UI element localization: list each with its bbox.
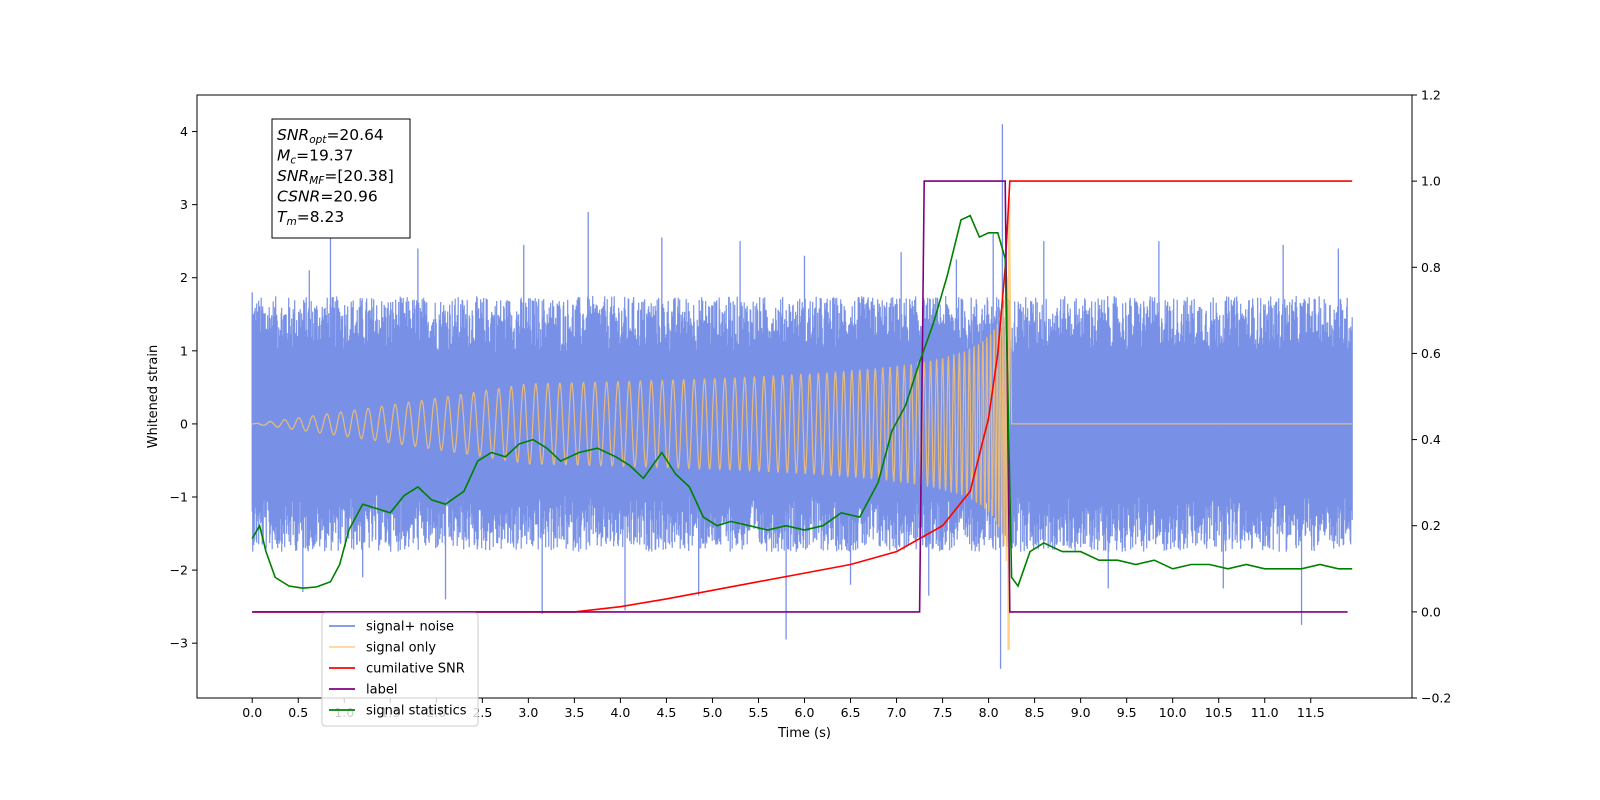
- x-axis-label: Time (s): [777, 726, 831, 741]
- x-tick-label: 11.0: [1251, 705, 1279, 720]
- legend-label: cumilative SNR: [366, 662, 465, 677]
- annotation-line: Mc=19.37: [277, 147, 354, 167]
- x-tick-label: 9.5: [1117, 705, 1137, 720]
- x-tick-label: 10.5: [1205, 705, 1233, 720]
- annotation-line: SNRopt=20.64: [277, 126, 384, 146]
- legend-frame: [321, 612, 479, 727]
- y-tick-label-left: 2: [180, 270, 188, 285]
- y-tick-label-right: 0.6: [1421, 346, 1441, 361]
- legend-label: signal statistics: [366, 704, 467, 719]
- x-tick-label: 7.5: [933, 705, 953, 720]
- y-tick-label-right: 0.4: [1421, 432, 1441, 447]
- legend-label: signal only: [366, 641, 436, 656]
- x-tick-label: 6.0: [795, 705, 815, 720]
- x-tick-label: 5.0: [703, 705, 723, 720]
- y-tick-label-right: 1.0: [1421, 174, 1441, 189]
- legend: signal+ noise signal only cumilative SNR la…: [321, 612, 479, 727]
- x-tick-label: 8.5: [1025, 705, 1045, 720]
- stats-annotation-box: SNRopt=20.64Mc=19.37SNRMF=[20.38]CSNR=20…: [271, 118, 411, 239]
- x-tick-label: 4.0: [610, 705, 630, 720]
- x-tick-label: 0.0: [242, 705, 262, 720]
- x-tick-label: 7.0: [887, 705, 907, 720]
- y-tick-label-right: 0.0: [1421, 604, 1441, 619]
- annotation-line: CSNR=20.96: [277, 188, 378, 206]
- series-label: [252, 180, 1348, 613]
- legend-label: label: [366, 683, 397, 698]
- x-tick-label: 11.5: [1297, 705, 1325, 720]
- y-tick-label-right: 0.2: [1421, 518, 1441, 533]
- annotation-frame: [271, 118, 411, 239]
- y-tick-label-left: 1: [180, 343, 188, 358]
- y-axis-label-left: Whitened strain: [146, 345, 161, 448]
- series-layer: [251, 124, 1353, 669]
- y-tick-label-left: 0: [180, 416, 188, 431]
- series-signal-statistics: [251, 214, 1353, 590]
- y-tick-label-left: 3: [180, 197, 188, 212]
- x-tick-label: 3.5: [564, 705, 584, 720]
- y-tick-label-left: 4: [180, 124, 188, 139]
- y-tick-label-right: −0.2: [1421, 691, 1451, 706]
- x-tick-label: 6.5: [841, 705, 861, 720]
- y-tick-label-left: −2: [170, 563, 188, 578]
- x-tick-label: 4.5: [656, 705, 676, 720]
- x-tick-label: 5.5: [749, 705, 769, 720]
- y-tick-label-right: 0.8: [1421, 260, 1441, 275]
- y-tick-label-left: −3: [170, 636, 188, 651]
- annotation-line: Tm=8.23: [277, 208, 344, 228]
- x-tick-label: 10.0: [1159, 705, 1187, 720]
- x-tick-label: 3.0: [518, 705, 538, 720]
- x-tick-label: 9.0: [1071, 705, 1091, 720]
- annotation-line: SNRMF=[20.38]: [277, 167, 394, 187]
- x-tick-label: 8.0: [979, 705, 999, 720]
- y-tick-label-left: −1: [170, 490, 188, 505]
- x-tick-label: 0.5: [288, 705, 308, 720]
- y-tick-label-right: 1.2: [1421, 88, 1441, 103]
- legend-label: signal+ noise: [366, 620, 454, 635]
